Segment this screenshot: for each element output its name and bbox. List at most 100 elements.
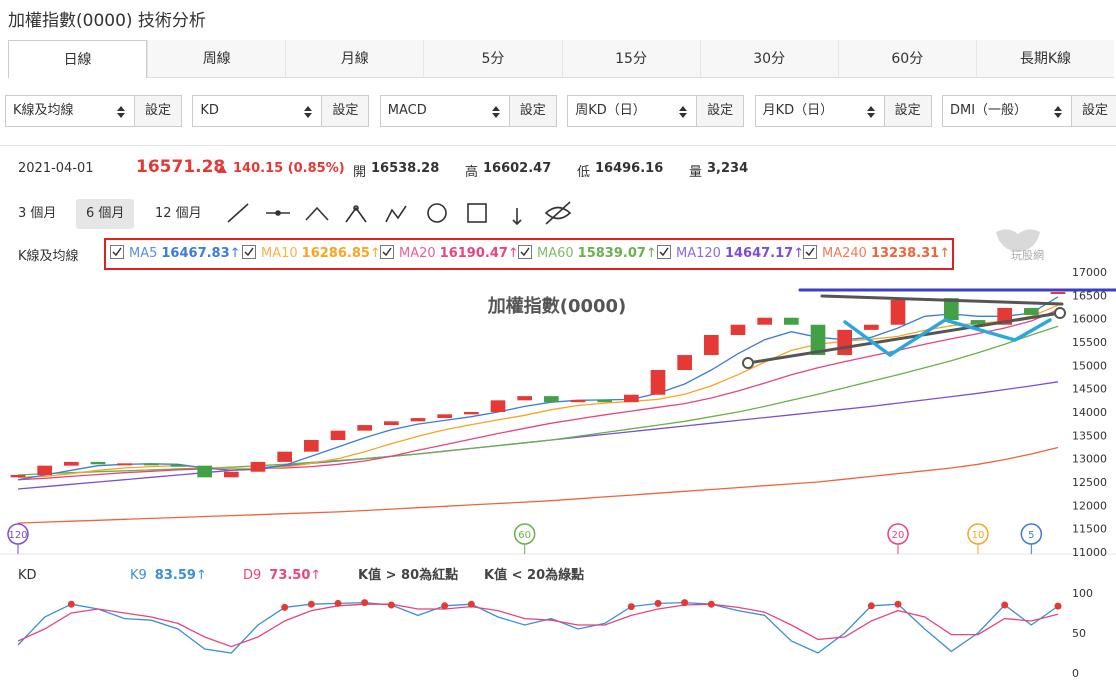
settings-button[interactable]: 設定 [697,95,745,127]
select-box[interactable]: DMI（一般） [942,95,1072,127]
candle-body [410,418,426,422]
candle-body [570,399,586,403]
checkbox[interactable] [803,245,817,259]
y-tick-label: 11500 [1072,523,1107,536]
select-box[interactable]: 周KD（日） [567,95,698,127]
checkbox[interactable] [110,245,124,259]
tab[interactable]: 月線 [285,40,424,78]
ma-value: 16190.47 [439,246,508,261]
k-red-dot [67,600,75,608]
ma-trend: ↑ [369,246,381,261]
candle-body [464,412,479,415]
ma-legend-item[interactable]: MA5 16467.83↑ [110,245,241,261]
candle-body [384,421,399,426]
volume-value: 3,234 [707,161,749,176]
settings-button[interactable]: 設定 [884,95,932,127]
ma-legend-item[interactable]: MA120 14647.17↑ [657,245,804,261]
ma-legend-item[interactable]: MA60 15839.07↑ [518,245,657,261]
y-tick-label: 12500 [1072,476,1107,489]
legend-label: K線及均線 [18,249,79,264]
tab[interactable]: 15分 [561,40,700,78]
select-box[interactable]: K線及均線 [5,95,135,127]
ma-trend: ↑ [229,246,241,261]
up-arrow [217,165,227,173]
k-red-dot [867,602,875,610]
k-red-dot [627,603,635,611]
ma-marker [887,523,909,545]
ma-name: MA20 [399,246,436,261]
kd-note: K值 > 80為紅點 [358,567,458,583]
k-red-dot [1054,602,1062,610]
period-button[interactable]: 3 個月 [18,206,57,221]
y-tick-label: 12000 [1072,499,1107,512]
select-arrow [304,106,313,118]
tab[interactable]: 5分 [423,40,562,78]
volume-label: 量 [689,165,703,180]
select-arrow [1054,106,1062,118]
candle-body [197,465,212,478]
settings-button[interactable]: 設定 [509,95,557,127]
select-box[interactable]: 月KD（日） [754,95,885,127]
high-label: 高 [465,165,479,180]
ma-marker-label: 120 [8,530,27,541]
y-tick-label: 13500 [1072,429,1107,442]
candle-body [757,317,772,325]
settings-button[interactable]: 設定 [135,95,182,127]
open-value: 16538.28 [371,161,440,176]
k-red-dot [281,603,289,611]
candle-body [277,451,292,462]
select-label: 周KD（日） [575,103,646,118]
settings-button[interactable]: 設定 [1072,95,1116,127]
checkbox[interactable] [518,245,532,259]
kd-title: KD [18,568,37,583]
drawing-tools[interactable] [220,198,580,230]
candle-body [170,464,186,467]
k-red-dot [1001,601,1009,609]
select-arrow [117,106,125,118]
candle-body [1050,292,1066,295]
checkbox[interactable] [242,245,256,259]
ma-legend-item[interactable]: MA240 13238.31↑ [803,245,950,261]
low-value: 16496.16 [595,161,664,176]
ma-name: MA10 [261,246,298,261]
tab[interactable]: 30分 [699,40,838,78]
tab[interactable]: 日線 [8,40,148,78]
candle-body [544,396,559,403]
y-tick-label: 13000 [1072,453,1107,466]
select-label: 月KD（日） [762,103,834,118]
y-tick-label: 11000 [1072,546,1107,559]
kd-legend: K9 83.59↑ [130,568,207,583]
select-arrow [866,106,875,118]
ma-value: 16467.83 [161,246,230,261]
tab[interactable]: 長期K線 [975,40,1114,78]
ma-trend: ↑ [645,246,657,261]
tab[interactable]: 周線 [147,40,286,78]
open-label: 開 [353,165,367,180]
kd-line [17,601,1059,654]
ma-legend-item[interactable]: MA20 16190.47↑ [380,245,519,261]
period-button[interactable]: 6 個月 [76,199,135,229]
ma-value: 14647.17 [724,246,794,261]
y-tick-label: 15500 [1072,336,1107,349]
select-arrow [679,106,688,118]
ma-marker [7,523,29,545]
candle-body [37,465,52,475]
ma-value: 15839.07 [577,246,646,261]
candle-body [784,317,799,325]
checkbox[interactable] [657,245,671,259]
candle-body [90,461,106,465]
checkbox[interactable] [380,245,394,259]
y-tick-label: 15000 [1072,359,1107,372]
ma-value: 13238.31 [870,246,940,261]
select-box[interactable]: KD [192,95,323,127]
tab[interactable]: 60分 [837,40,976,78]
ma-marker-label: 5 [1028,530,1034,541]
candle-body [624,394,639,403]
select-box[interactable]: MACD [379,95,510,127]
candle-body [1024,307,1039,315]
settings-button[interactable]: 設定 [322,95,370,127]
candle-body [650,370,666,395]
period-button[interactable]: 12 個月 [155,206,202,221]
ma-legend-item[interactable]: MA10 16286.85↑ [242,245,381,261]
candle-body [357,425,372,431]
